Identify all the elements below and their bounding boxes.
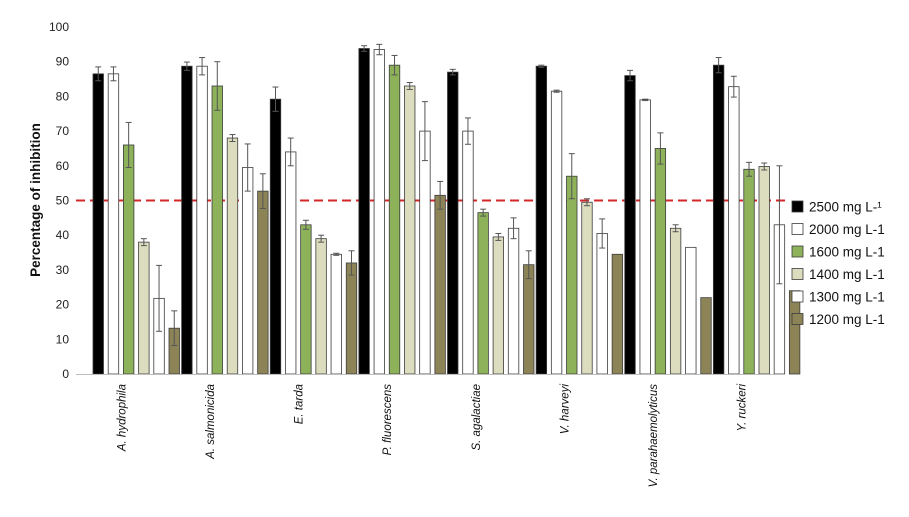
bar: [462, 130, 474, 375]
legend-label: 1600 mg L-1: [809, 245, 885, 260]
y-tick-label: 60: [56, 159, 70, 173]
y-tick-label: 40: [56, 228, 70, 242]
y-tick-label: 90: [56, 55, 70, 69]
y-tick-label: 100: [49, 20, 69, 34]
x-category-label: V. parahaemolyticus: [648, 384, 660, 488]
bar: [728, 86, 740, 375]
bar: [654, 148, 667, 375]
bar: [107, 73, 120, 375]
bar: [492, 236, 505, 375]
bar: [639, 99, 651, 375]
bar: [257, 190, 269, 375]
bar: [242, 167, 254, 375]
bar: [447, 71, 459, 375]
legend: 2500 mg L-¹ 2000 mg L-1 1600 mg L-1 1400 mg…: [791, 200, 885, 327]
legend-swatch: [791, 313, 804, 325]
bar: [181, 65, 193, 375]
bar: [507, 227, 520, 375]
x-category-label: S. agalactiae: [471, 384, 483, 451]
bar: [712, 64, 725, 375]
bar: [330, 253, 342, 375]
bar: [581, 201, 593, 375]
legend-label: 2500 mg L-¹: [809, 200, 882, 215]
x-category-label: V. harveyi: [559, 384, 571, 435]
bar: [373, 49, 385, 375]
bars: [92, 48, 801, 375]
bar: [211, 85, 223, 375]
y-tick-label: 80: [56, 89, 70, 103]
x-axis-category-labels: A. hydrophila A. salmonicida E. tarda P. fl…: [116, 384, 748, 488]
bar: [269, 98, 282, 375]
bar: [535, 65, 548, 375]
y-tick-label: 10: [56, 332, 70, 346]
bar: [315, 238, 327, 375]
y-axis-title: Percentage of inhibition: [28, 123, 43, 277]
bar: [92, 73, 104, 375]
bar: [345, 262, 358, 375]
bar: [434, 194, 446, 375]
bar: [550, 90, 563, 375]
bar: [700, 297, 712, 375]
y-tick-label: 30: [56, 263, 70, 277]
x-category-label: Y. ruckeri: [737, 384, 749, 432]
legend-label: 1200 mg L-1: [809, 312, 885, 327]
bar: [404, 85, 416, 375]
y-tick-label: 50: [56, 194, 70, 208]
bar: [611, 253, 624, 375]
legend-swatch: [791, 290, 804, 303]
error-bars: [95, 43, 783, 347]
legend-label: 1400 mg L-1: [809, 267, 885, 282]
bar: [596, 233, 608, 375]
bar: [788, 290, 801, 375]
bar: [419, 130, 431, 375]
bar: [477, 212, 489, 375]
bar: [300, 224, 312, 375]
legend-swatch: [791, 268, 804, 280]
bar: [685, 246, 697, 375]
bar: [523, 264, 535, 375]
legend-swatch: [791, 200, 804, 213]
x-category-label: A. hydrophila: [116, 384, 128, 452]
bar: [358, 48, 370, 375]
bar: [138, 241, 150, 375]
bar: [285, 151, 297, 375]
x-category-label: E. tarda: [294, 384, 306, 424]
legend-label: 1300 mg L-1: [809, 290, 885, 305]
y-tick-label: 0: [62, 367, 69, 381]
x-category-label: P. fluorescens: [382, 384, 394, 456]
legend-label: 2000 mg L-1: [809, 222, 885, 237]
bar: [226, 137, 239, 375]
y-tick-label: 20: [56, 298, 70, 312]
legend-swatch: [791, 245, 804, 258]
bar: [669, 227, 682, 375]
bar: [566, 175, 578, 375]
bar: [123, 144, 135, 375]
legend-swatch: [791, 223, 804, 235]
x-category-label: A. salmonicida: [205, 384, 217, 460]
bar: [743, 168, 755, 375]
bar: [196, 65, 208, 375]
y-axis-ticks: 0 10 20 30 40 50 60 70 80 90 100: [49, 20, 69, 381]
bar: [388, 64, 401, 375]
y-tick-label: 70: [56, 124, 70, 138]
bar: [624, 75, 636, 375]
bar: [758, 166, 770, 375]
